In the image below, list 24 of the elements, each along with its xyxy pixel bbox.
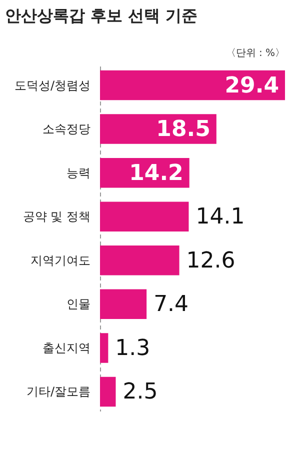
data-label: 12.6	[186, 248, 236, 274]
y-tick-label: 기타/잘모름	[26, 384, 90, 399]
y-tick-label: 공약 및 정책	[22, 210, 90, 224]
bar	[100, 246, 180, 276]
data-label: 7.4	[154, 292, 189, 318]
bar	[100, 289, 147, 320]
y-tick-label: 도덕성/청렴성	[14, 78, 90, 92]
y-tick-label: 소속정당	[42, 122, 90, 136]
data-label: 2.5	[122, 380, 158, 405]
y-tick-label: 능력	[66, 166, 90, 180]
chart-title: 안산상록갑 후보 선택 기준	[5, 6, 198, 25]
y-tick-label: 인물	[66, 297, 90, 312]
data-label: 29.4	[224, 73, 279, 98]
text: 〈단위 : %〉	[226, 48, 285, 59]
data-label: 1.3	[115, 336, 150, 361]
bar	[100, 202, 189, 232]
y-tick-label: 지역기여도	[30, 253, 90, 268]
data-label: 18.5	[156, 117, 210, 142]
bar	[100, 376, 116, 407]
data-label: 14.2	[129, 160, 184, 186]
y-tick-label: 출신지역	[42, 340, 90, 355]
data-label: 14.1	[196, 204, 245, 230]
bar	[100, 333, 108, 363]
bar	[100, 70, 285, 100]
